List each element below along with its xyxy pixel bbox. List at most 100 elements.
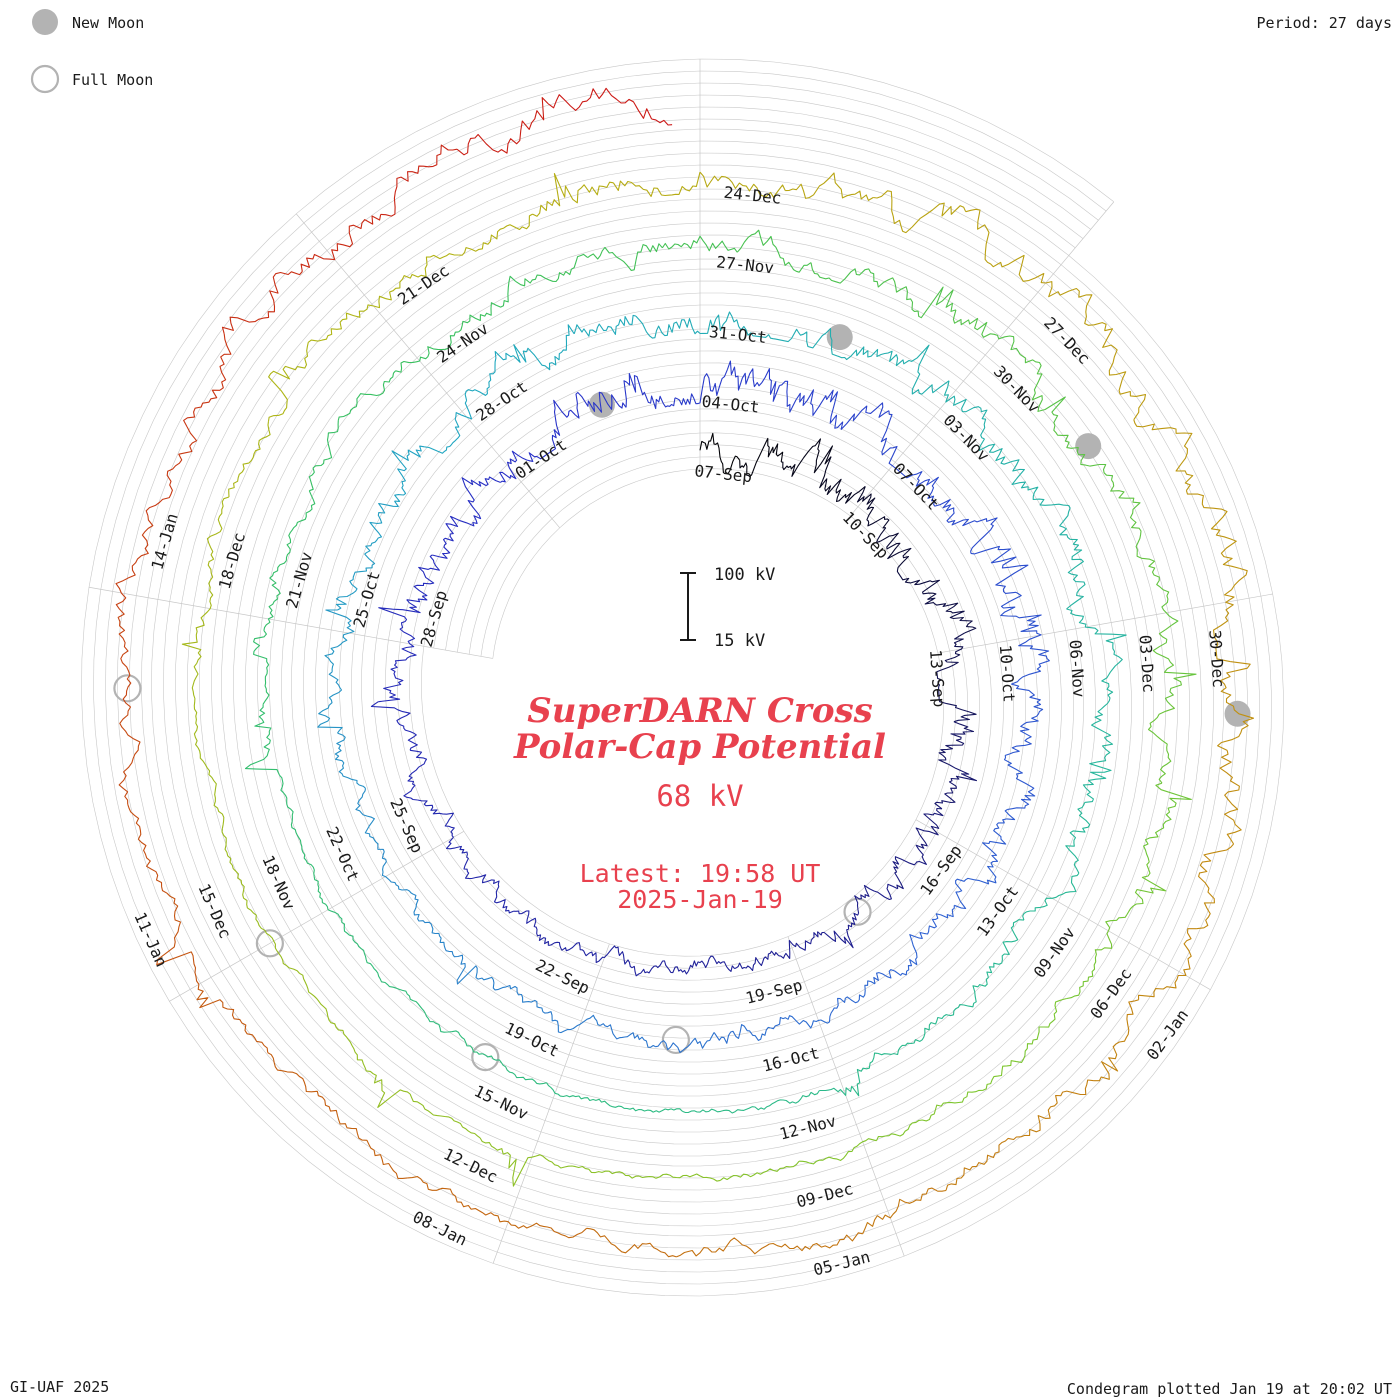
trace-segment [263, 560, 287, 631]
trace-segment [547, 87, 653, 120]
trace-segment [424, 1013, 483, 1055]
trace-segment [492, 979, 544, 1012]
trace-segment [1009, 701, 1044, 755]
trace-segment [595, 945, 642, 977]
trace-segment [145, 426, 198, 516]
trace-segment [825, 327, 888, 361]
trace-segment [687, 955, 736, 972]
trace-segment [651, 118, 673, 126]
trace-segment [1027, 486, 1071, 540]
trace-segment [1091, 668, 1114, 739]
trace-segment [736, 229, 812, 273]
grid-spoke [492, 943, 610, 1264]
scale-bar: 100 kV 15 kV [680, 565, 775, 651]
trace-segment [573, 314, 637, 337]
trace-segment [308, 420, 339, 492]
trace-segment [546, 1082, 613, 1108]
trace-segment [336, 1114, 408, 1179]
trace-segment [699, 171, 786, 198]
trace-segment [819, 1052, 878, 1097]
trace-segment [769, 1232, 863, 1252]
trace-segment [378, 599, 421, 653]
trace-segment [499, 450, 543, 483]
trace-segment [970, 545, 1029, 594]
trace-segment [464, 350, 514, 401]
trace-segment [391, 445, 425, 502]
trace-segment [541, 399, 576, 459]
trace-segment [1110, 479, 1142, 553]
trace-segment [612, 171, 701, 197]
trace-segment [904, 471, 952, 509]
trace-segment [954, 862, 997, 910]
trace-segment [1003, 753, 1036, 810]
date-label: 04-Oct [701, 392, 760, 417]
date-label: 12-Nov [777, 1111, 838, 1143]
trace-segment [726, 360, 781, 402]
trace-segment [965, 208, 1029, 282]
new-moon-legend-label: New Moon [72, 14, 144, 32]
trace-segment [307, 295, 387, 343]
date-label: 11-Jan [130, 909, 171, 970]
trace-segment [810, 262, 885, 288]
latest-value: 68 kV [656, 779, 743, 813]
trace-segment [515, 253, 589, 287]
trace-segment [1065, 802, 1091, 874]
trace-segment [479, 1137, 559, 1187]
trace-segment [1105, 861, 1167, 931]
trace-segment [760, 328, 827, 349]
trace-segment [1133, 419, 1194, 491]
trace-segment [936, 632, 966, 681]
trace-segment [1102, 328, 1147, 421]
trace-segment [640, 960, 689, 975]
trace-segment [986, 919, 1024, 978]
trace-segment [181, 579, 214, 664]
date-label: 21-Dec [394, 261, 453, 309]
trace-segment [221, 828, 248, 909]
trace-segment [247, 907, 300, 974]
trace-segment [371, 965, 426, 1014]
trace-segment [118, 706, 141, 805]
trace-segment [409, 1093, 481, 1139]
date-label: 06-Nov [1066, 639, 1089, 698]
trace-segment [377, 846, 414, 895]
trace-segment [244, 704, 280, 776]
trace-segment [819, 456, 866, 504]
date-label: 14-Jan [148, 511, 182, 572]
trace-segment [1066, 930, 1113, 1000]
trace-segment [385, 253, 459, 301]
trace-segment [196, 984, 269, 1053]
trace-segment [334, 732, 366, 789]
trace-segment [1066, 608, 1127, 670]
trace-segment [638, 1173, 721, 1182]
date-label: 30-Nov [990, 362, 1044, 417]
trace-segment [335, 553, 376, 611]
date-label: 15-Dec [194, 881, 235, 942]
trace-segment [337, 370, 397, 421]
scale-top-label: 100 kV [714, 565, 775, 585]
grid-spoke [937, 593, 1273, 654]
date-label: 31-Oct [708, 322, 767, 347]
trace-segment [1020, 1079, 1094, 1138]
trace-segment [883, 277, 957, 319]
trace-segment [1136, 552, 1179, 626]
grid-spoke [88, 586, 493, 659]
trace-segment [206, 496, 230, 581]
credit-label: GI-UAF 2025 [10, 1378, 109, 1396]
trace-segment [599, 1023, 656, 1048]
full-moon-marker [661, 1025, 690, 1055]
trace-segment [378, 651, 417, 703]
trace-segment [407, 1176, 495, 1216]
new-moon-marker [1224, 700, 1251, 727]
full-moon-legend-label: Full Moon [72, 71, 153, 89]
new-moon-legend-icon [32, 9, 58, 35]
trace-segment [458, 213, 533, 256]
trace-segment [854, 883, 899, 914]
trace-segment [915, 807, 944, 849]
trace-segment [406, 554, 440, 603]
trace-segment [1019, 353, 1066, 426]
trace-segment [945, 504, 998, 554]
trace-segment [661, 235, 738, 253]
date-label: 27-Dec [1040, 313, 1094, 368]
trace-segment [982, 808, 1016, 864]
trace-segment [513, 910, 549, 946]
